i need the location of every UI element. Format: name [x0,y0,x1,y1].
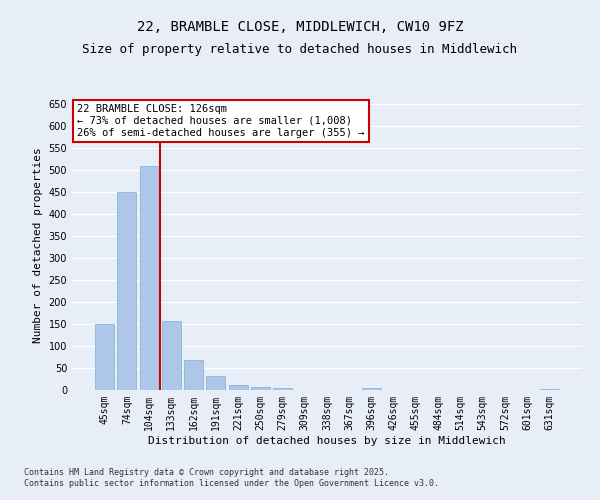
Bar [229,385,248,390]
X-axis label: Distribution of detached houses by size in Middlewich: Distribution of detached houses by size … [148,436,506,446]
Text: Contains HM Land Registry data © Crown copyright and database right 2025.
Contai: Contains HM Land Registry data © Crown c… [24,468,439,487]
Bar [540,388,559,390]
Text: 22, BRAMBLE CLOSE, MIDDLEWICH, CW10 9FZ: 22, BRAMBLE CLOSE, MIDDLEWICH, CW10 9FZ [137,20,463,34]
Bar [251,387,270,390]
Bar [362,388,381,390]
Bar [140,166,158,390]
Bar [273,388,292,390]
Text: 22 BRAMBLE CLOSE: 126sqm
← 73% of detached houses are smaller (1,008)
26% of sem: 22 BRAMBLE CLOSE: 126sqm ← 73% of detach… [77,104,365,138]
Y-axis label: Number of detached properties: Number of detached properties [33,147,43,343]
Bar [95,324,114,390]
Bar [206,376,225,390]
Bar [184,360,203,390]
Bar [118,192,136,390]
Bar [162,320,181,390]
Text: Size of property relative to detached houses in Middlewich: Size of property relative to detached ho… [83,42,517,56]
